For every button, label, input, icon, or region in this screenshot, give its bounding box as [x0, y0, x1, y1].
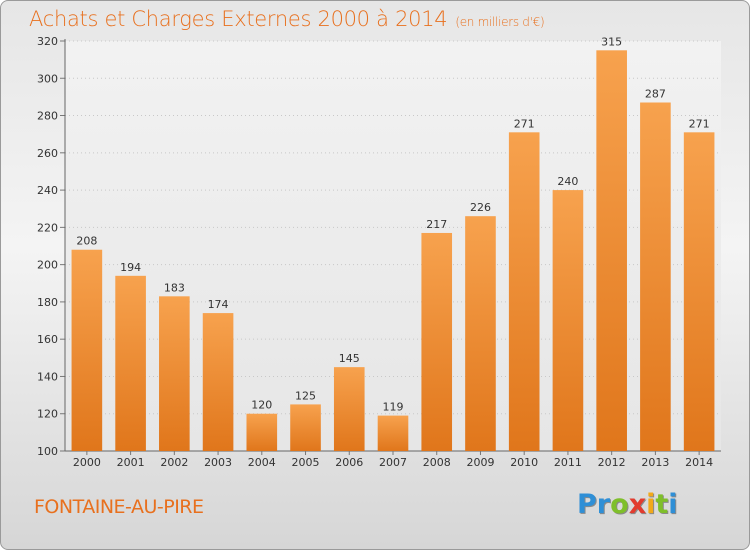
- bar-value-label: 174: [208, 298, 229, 311]
- x-tick-label: 2007: [379, 456, 407, 469]
- bar-value-label: 145: [339, 352, 360, 365]
- y-tick-label: 120: [37, 408, 58, 421]
- location-name: FONTAINE-AU-PIRE: [34, 496, 204, 518]
- bar: [508, 132, 540, 451]
- x-tick-label: 2011: [554, 456, 582, 469]
- x-tick-label: 2013: [641, 456, 669, 469]
- bar: [683, 132, 715, 451]
- bar-value-label: 208: [76, 235, 97, 248]
- bar-value-label: 271: [514, 117, 535, 130]
- bar-value-label: 194: [120, 261, 141, 274]
- x-tick-label: 2008: [423, 456, 451, 469]
- logo-letter: i: [668, 489, 678, 520]
- x-tick-label: 2006: [335, 456, 363, 469]
- bar-value-label: 240: [557, 175, 578, 188]
- bar-value-label: 226: [470, 201, 491, 214]
- y-tick-label: 240: [37, 184, 58, 197]
- logo-letter: x: [628, 489, 647, 520]
- bar: [290, 404, 321, 451]
- logo-letter: o: [610, 489, 629, 520]
- x-tick-label: 2010: [510, 456, 538, 469]
- y-tick-label: 160: [37, 333, 58, 346]
- y-tick-label: 200: [37, 259, 58, 272]
- logo-letter: P: [577, 489, 597, 520]
- y-tick-label: 280: [37, 110, 58, 123]
- bar: [115, 275, 146, 451]
- bar-value-label: 120: [251, 399, 272, 412]
- bar: [552, 190, 584, 451]
- bar-value-label: 271: [689, 117, 710, 130]
- x-tick-label: 2003: [204, 456, 232, 469]
- x-tick-label: 2002: [160, 456, 188, 469]
- x-tick-label: 2001: [117, 456, 145, 469]
- y-tick-label: 220: [37, 221, 58, 234]
- bar-value-label: 315: [601, 35, 622, 48]
- bar-value-label: 125: [295, 389, 316, 402]
- bar: [202, 313, 234, 451]
- y-tick-label: 100: [37, 445, 58, 458]
- y-tick-label: 320: [37, 35, 58, 48]
- bar-value-label: 217: [426, 218, 447, 231]
- x-tick-label: 2005: [292, 456, 320, 469]
- bar: [246, 413, 278, 451]
- x-tick-label: 2014: [685, 456, 713, 469]
- bar: [71, 249, 103, 451]
- x-tick-label: 2004: [248, 456, 276, 469]
- x-tick-label: 2000: [73, 456, 101, 469]
- bar: [640, 102, 671, 451]
- y-tick-label: 300: [37, 72, 58, 85]
- bar: [159, 296, 190, 451]
- bar-value-label: 287: [645, 88, 666, 101]
- bar-value-label: 183: [164, 281, 185, 294]
- bar: [596, 50, 627, 452]
- y-tick-label: 180: [37, 296, 58, 309]
- logo-letter: i: [646, 489, 656, 520]
- bar: [377, 415, 409, 451]
- proxiti-logo[interactable]: Proxiti: [577, 489, 678, 520]
- bar: [421, 232, 453, 451]
- bar: [333, 367, 365, 451]
- logo-letter: t: [655, 489, 669, 520]
- chart-title-text: Achats et Charges Externes 2000 à 2014: [29, 7, 448, 31]
- y-tick-label: 260: [37, 147, 58, 160]
- logo-letter: r: [596, 489, 611, 520]
- bar-value-label: 119: [383, 401, 404, 414]
- x-tick-label: 2012: [598, 456, 626, 469]
- chart-subtitle: (en milliers d'€): [455, 15, 545, 29]
- y-tick-label: 140: [37, 370, 58, 383]
- bar: [465, 216, 496, 451]
- x-tick-label: 2009: [466, 456, 494, 469]
- chart-title: Achats et Charges Externes 2000 à 2014 (e…: [29, 7, 545, 31]
